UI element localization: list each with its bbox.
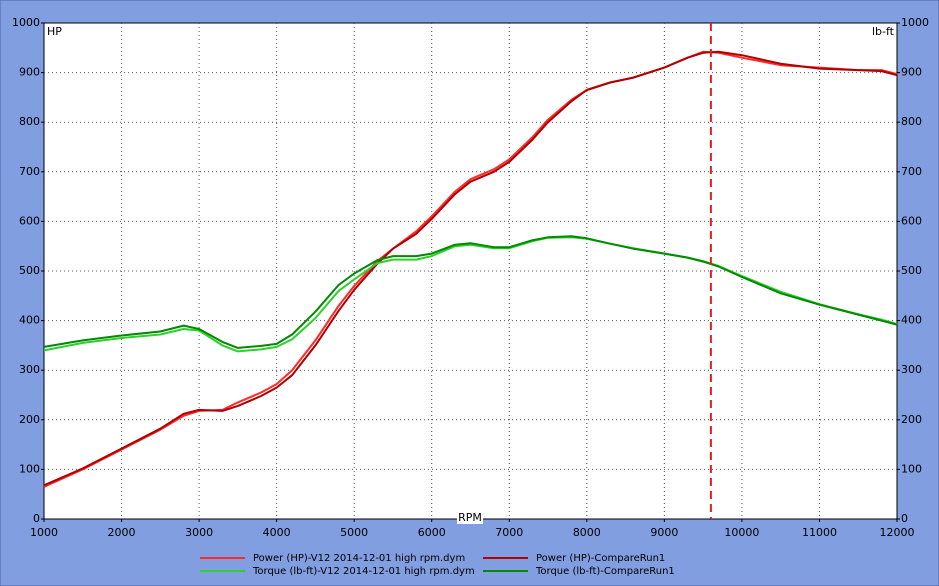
x-tick-label: 2000	[108, 526, 136, 539]
y-tick-label: 1000	[12, 16, 40, 29]
series-line	[43, 235, 898, 349]
x-tick-label: 12000	[880, 526, 915, 539]
x-label-box	[457, 512, 483, 524]
x-axis-label: RPM	[458, 511, 482, 524]
legend-label: Torque (lb-ft)-CompareRun1	[535, 566, 675, 577]
x-tick-label: 3000	[185, 526, 213, 539]
y-axis-label: HP	[47, 25, 62, 38]
y2-tick-label: 0	[901, 512, 908, 525]
x-tick-label: 5000	[340, 526, 368, 539]
y-tick-label: 200	[19, 413, 40, 426]
legend-label: Torque (lb-ft)-V12 2014-12-01 high rpm.d…	[252, 566, 475, 577]
y2-tick-label: 1000	[901, 16, 929, 29]
y-tick-label: 600	[19, 214, 40, 227]
plot-area	[43, 22, 898, 520]
y-tick-label: 500	[19, 264, 40, 277]
y2-tick-label: 700	[901, 165, 922, 178]
x-tick-label: 11000	[802, 526, 837, 539]
y-tick-label: 700	[19, 165, 40, 178]
legend-label: Power (HP)-CompareRun1	[536, 553, 665, 564]
y2-tick-label: 800	[901, 115, 922, 128]
x-tick-label: 4000	[263, 526, 291, 539]
y2-tick-label: 600	[901, 214, 922, 227]
y2-axis-label: lb-ft	[872, 25, 895, 38]
y2-tick-label: 100	[901, 462, 922, 475]
y2-tick-label: 500	[901, 264, 922, 277]
y-tick-label: 0	[33, 512, 40, 525]
y-tick-label: 800	[19, 115, 40, 128]
x-tick-label: 6000	[418, 526, 446, 539]
x-tick-label: 10000	[724, 526, 759, 539]
x-tick-label: 9000	[650, 526, 678, 539]
y-tick-label: 300	[19, 363, 40, 376]
x-tick-label: 1000	[30, 526, 58, 539]
y2-tick-label: 400	[901, 314, 922, 327]
x-tick-label: 8000	[573, 526, 601, 539]
y-tick-label: 400	[19, 314, 40, 327]
series-line	[43, 50, 898, 487]
y2-tick-label: 200	[901, 413, 922, 426]
y2-tick-label: 900	[901, 66, 922, 79]
y-tick-label: 900	[19, 66, 40, 79]
x-tick-label: 7000	[495, 526, 523, 539]
y2-tick-label: 300	[901, 363, 922, 376]
y-tick-label: 100	[19, 462, 40, 475]
legend-label: Power (HP)-V12 2014-12-01 high rpm.dym	[253, 553, 465, 564]
